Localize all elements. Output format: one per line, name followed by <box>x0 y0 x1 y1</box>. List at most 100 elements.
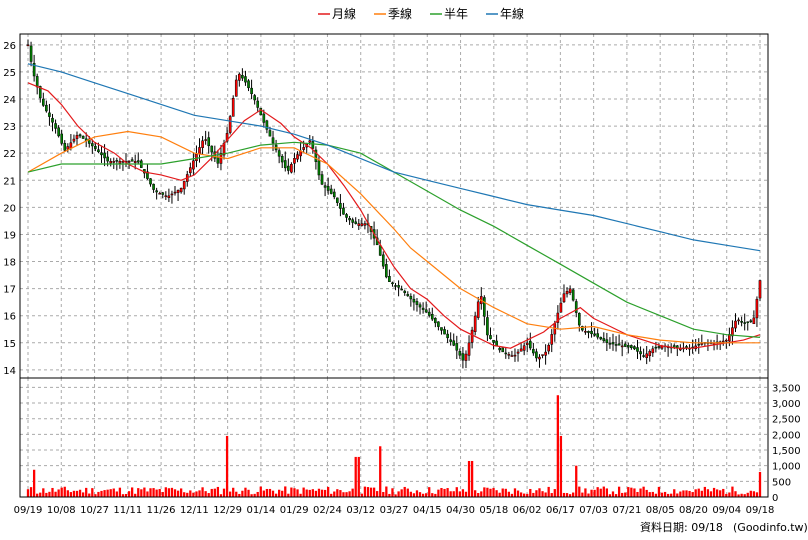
candle-body <box>293 158 296 164</box>
candle-body <box>614 344 618 346</box>
price-tick-label: 26 <box>3 41 16 52</box>
x-tick-label: 08/20 <box>679 505 708 516</box>
candle-body <box>599 336 603 340</box>
price-frame <box>19 33 769 379</box>
candle-body <box>605 339 609 343</box>
volume-bar <box>140 489 143 497</box>
volume-bar <box>434 493 437 497</box>
volume-bar <box>42 488 45 497</box>
volume-bar <box>470 460 474 497</box>
volume-bar <box>369 487 373 497</box>
volume-bar <box>648 492 651 497</box>
candle-body <box>91 143 94 147</box>
volume-bar <box>143 487 146 497</box>
price-tick-label: 24 <box>3 95 16 106</box>
volume-bar <box>415 490 419 497</box>
volume-bar <box>673 489 676 497</box>
x-tick-label: 02/24 <box>313 505 342 516</box>
volume-bar <box>507 491 510 497</box>
candle-body <box>308 140 312 143</box>
candle-body <box>296 154 299 160</box>
price-tick-label: 18 <box>3 258 16 269</box>
volume-bar <box>755 492 759 497</box>
candle-body <box>109 161 113 164</box>
volume-bar <box>541 491 544 497</box>
volume-bar <box>189 490 192 497</box>
volume-bar <box>137 488 140 497</box>
volume-bar <box>121 494 125 497</box>
volume-bar <box>654 493 658 497</box>
candle-body <box>127 161 131 163</box>
volume-bar <box>688 490 691 497</box>
volume-bar <box>232 487 235 497</box>
candle-body <box>385 264 388 278</box>
candle-body <box>198 147 201 155</box>
candle-body <box>697 343 701 346</box>
volume-bar <box>253 493 256 497</box>
volume-bar <box>504 488 507 497</box>
volume-bar <box>731 486 734 497</box>
volume-bar <box>639 488 642 497</box>
volume-bar <box>676 493 679 497</box>
ma-line <box>27 63 761 252</box>
candle-body <box>721 340 725 343</box>
volume-bar <box>323 489 327 497</box>
candle-body <box>489 335 492 339</box>
source-label: (Goodinfo.tw) <box>733 521 808 534</box>
volume-bar <box>161 492 164 497</box>
candle-body <box>522 345 526 351</box>
price-tick-label: 22 <box>3 149 16 160</box>
candle-body <box>357 223 361 226</box>
volume-bar <box>492 487 495 497</box>
volume-bar <box>363 486 367 497</box>
volume-bar <box>464 491 468 497</box>
volume-bar <box>743 494 746 497</box>
volume-bar <box>740 493 743 497</box>
volume-bar <box>516 490 520 497</box>
candle-body <box>179 187 183 193</box>
candle-body <box>66 146 70 150</box>
volume-bar <box>474 490 477 497</box>
candle-body <box>103 152 106 159</box>
candle-body <box>234 79 238 97</box>
volume-tick-label: 2,000 <box>772 430 801 441</box>
candle-body <box>320 174 324 185</box>
volume-bar <box>679 491 682 497</box>
volume-bar <box>694 489 697 497</box>
legend-label: 半年 <box>444 7 468 21</box>
volume-bar <box>164 487 167 497</box>
volume-bar <box>709 491 713 497</box>
candle-body <box>336 197 339 203</box>
x-tick-label: 10/08 <box>47 505 76 516</box>
candle-body <box>176 189 180 193</box>
volume-bar <box>418 492 422 497</box>
volume-bar <box>388 493 391 497</box>
candle-body <box>623 343 627 347</box>
volume-bar <box>617 486 621 497</box>
volume-bar <box>100 490 103 497</box>
candle-body <box>118 161 122 164</box>
volume-tick-label: 1,000 <box>772 462 801 473</box>
volume-bar <box>572 492 575 497</box>
candle-body <box>415 301 419 305</box>
candle-body <box>620 345 624 348</box>
volume-bar <box>666 493 670 497</box>
volume-bar <box>513 488 517 497</box>
volume-bar <box>299 493 302 497</box>
candle-body <box>532 349 535 354</box>
candle-body <box>256 100 260 108</box>
volume-bar <box>222 488 226 497</box>
candle-body <box>538 356 541 360</box>
candle-body <box>158 192 162 195</box>
volume-bar <box>752 491 756 497</box>
volume-bar <box>103 490 106 497</box>
volume-bar <box>192 492 195 497</box>
candle-body <box>280 156 284 163</box>
volume-bar <box>403 486 406 497</box>
candle-body <box>645 353 648 359</box>
volume-bar <box>265 488 269 497</box>
candle-body <box>535 351 538 359</box>
candle-body <box>458 351 462 356</box>
volume-bar <box>179 488 183 497</box>
legend-label: 年線 <box>500 6 524 21</box>
